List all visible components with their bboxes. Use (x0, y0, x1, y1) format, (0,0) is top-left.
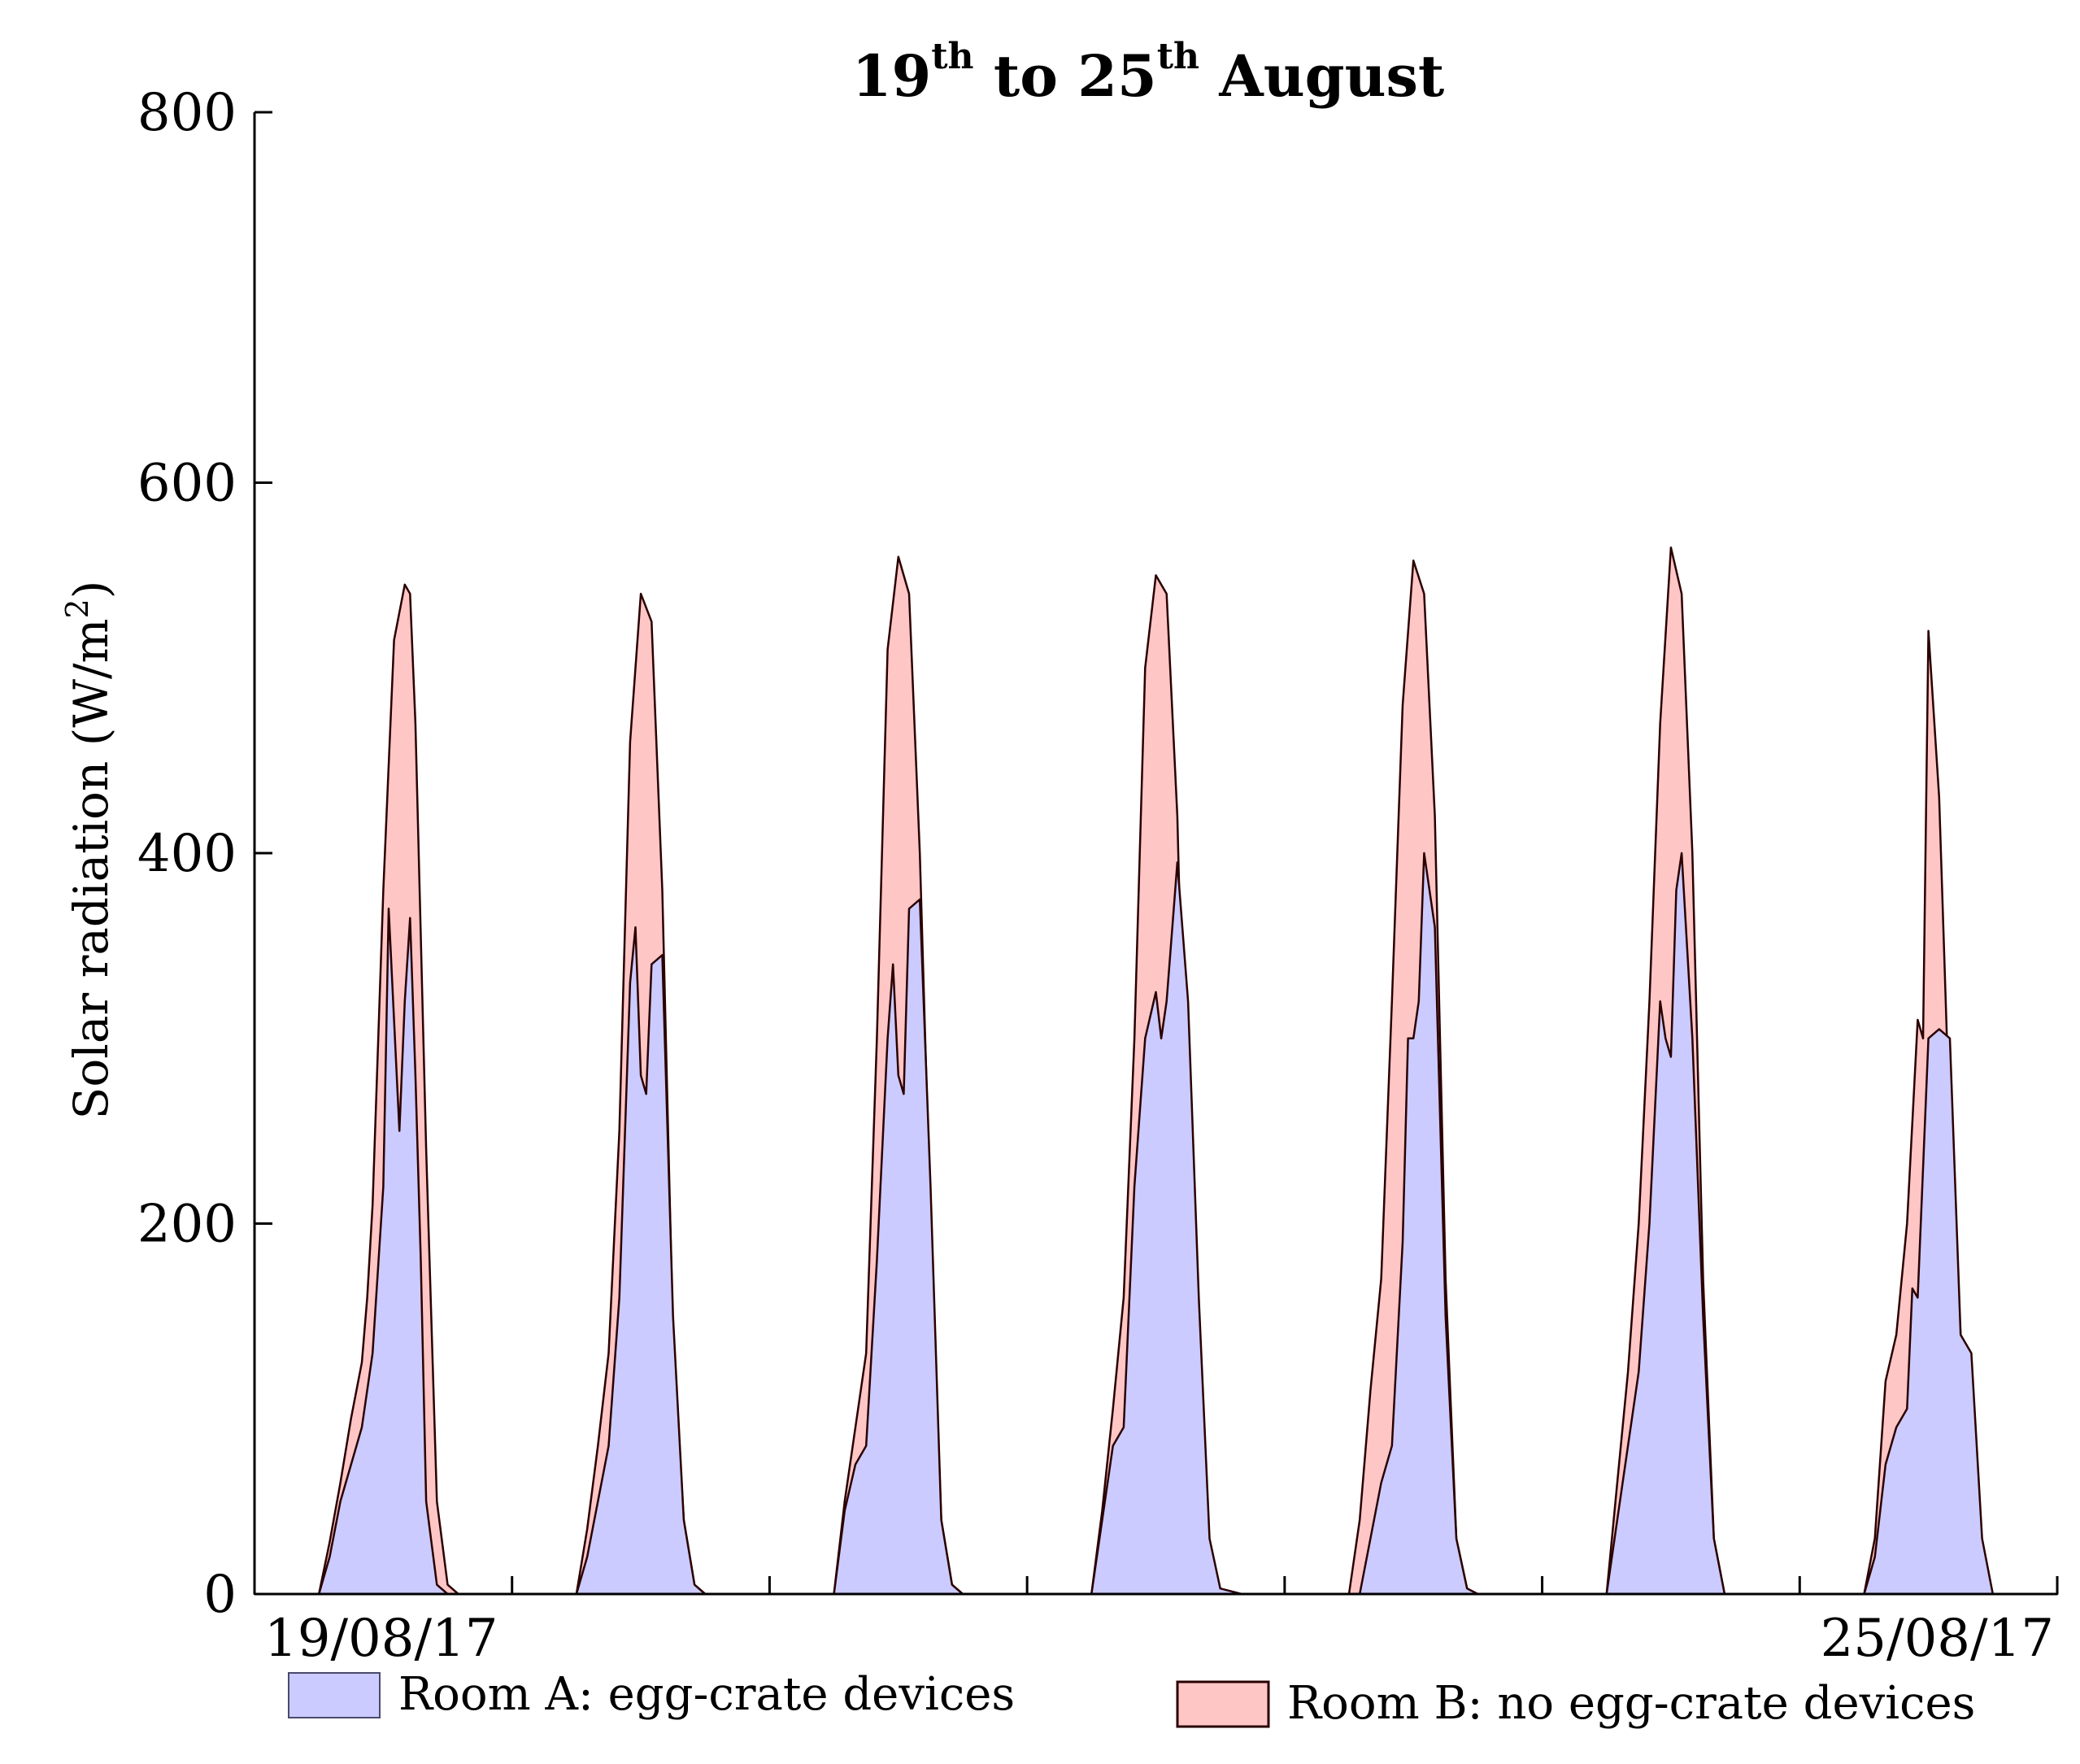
title-day-start: 19 (852, 42, 931, 110)
x-ticks: 19/08/17 25/08/17 (253, 1576, 2059, 1669)
title-sup-end: th (1157, 36, 1199, 77)
y-axis-title-close: ) (63, 581, 119, 599)
legend-swatch-room-b (1176, 1680, 1270, 1728)
legend: Room A: egg-crate devices Room B: no egg… (288, 1668, 1975, 1730)
y-tick-label: 800 (137, 83, 237, 143)
y-ticks: 0 200 400 600 800 (137, 83, 272, 1625)
legend-label-room-a: Room A: egg-crate devices (398, 1668, 1015, 1721)
title-month: August (1199, 42, 1444, 110)
y-axis-title-text: Solar radiation (W/m (63, 618, 119, 1119)
y-tick-label: 600 (137, 454, 237, 514)
title-day-end: 25 (1077, 42, 1156, 110)
y-tick-label: 200 (137, 1195, 237, 1255)
x-tick-label: 19/08/17 (264, 1609, 498, 1669)
y-tick-label: 400 (137, 824, 237, 884)
title-joiner: to (974, 42, 1078, 110)
y-tick-label: 0 (203, 1565, 237, 1625)
y-axis-title-sup: 2 (59, 599, 95, 618)
legend-label-room-b: Room B: no egg-crate devices (1287, 1677, 1975, 1730)
series-layer (253, 546, 2059, 1596)
x-tick-label: 25/08/17 (1821, 1609, 2054, 1669)
title-sup-start: th (931, 36, 973, 77)
chart-title: 19th to 25th August (852, 36, 1444, 110)
y-axis-title: Solar radiation (W/m2) (59, 581, 119, 1120)
legend-swatch-room-a (288, 1672, 381, 1718)
